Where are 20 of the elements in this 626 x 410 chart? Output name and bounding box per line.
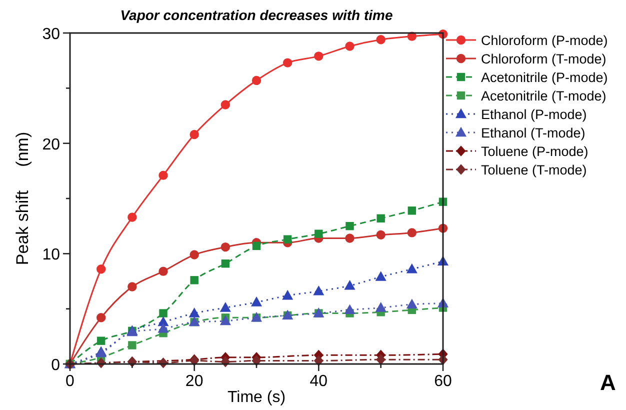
legend-label: Ethanol (T-mode) bbox=[481, 126, 586, 140]
legend-label: Chloroform (P-mode) bbox=[481, 33, 608, 48]
x-tick-label: 60 bbox=[434, 373, 452, 390]
y-axis-title: Peak shift (nm) bbox=[13, 132, 32, 266]
x-tick-label: 0 bbox=[66, 373, 75, 390]
y-tick-label: 0 bbox=[51, 357, 60, 374]
x-axis-title: Time (s) bbox=[227, 389, 286, 406]
y-tick-label: 20 bbox=[42, 136, 60, 154]
legend-label: Ethanol (P-mode) bbox=[481, 107, 587, 122]
chart-title: Vapor concentration decreases with time bbox=[120, 7, 393, 23]
legend-label: Acetonitrile (P-mode) bbox=[481, 70, 608, 85]
y-tick-label: 30 bbox=[42, 26, 60, 43]
x-tick-label: 20 bbox=[185, 373, 204, 390]
legend-label: Acetonitrile (T-mode) bbox=[481, 88, 606, 104]
text: A bbox=[600, 370, 616, 395]
legend-label: Toluene (P-mode) bbox=[481, 144, 588, 159]
legend-label: Toluene (T-mode) bbox=[481, 162, 587, 178]
y-tick-label: 10 bbox=[42, 246, 60, 264]
legend-label: Chloroform (T-mode) bbox=[481, 52, 606, 66]
x-tick-label: 40 bbox=[310, 373, 328, 390]
